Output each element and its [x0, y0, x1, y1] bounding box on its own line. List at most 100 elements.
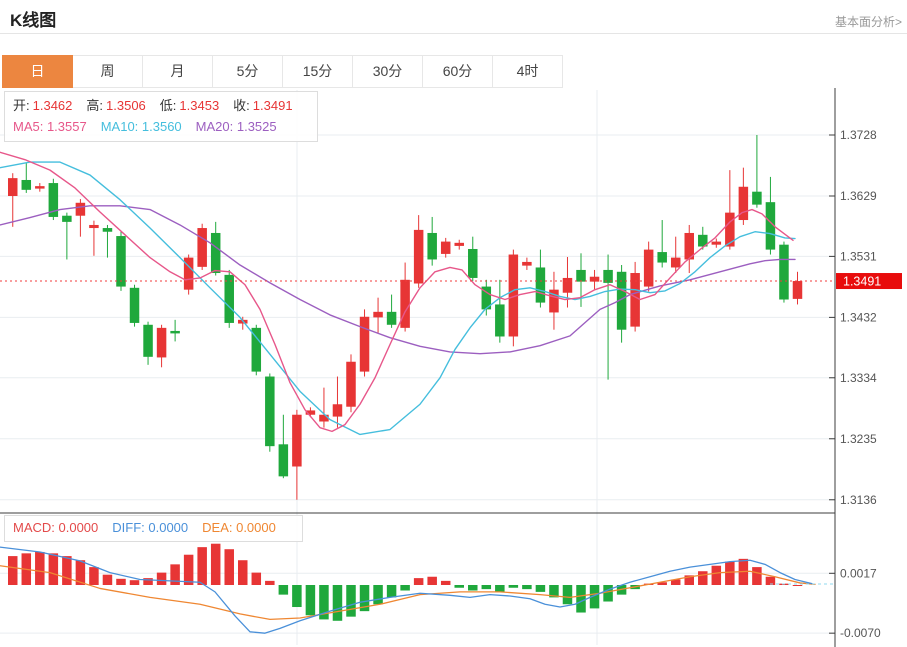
tab-4时[interactable]: 4时: [493, 55, 563, 88]
ma-legend-item: MA20: 1.3525: [195, 119, 277, 134]
candle: [305, 410, 316, 415]
macd-bar: [508, 585, 519, 588]
macd-bar: [48, 553, 59, 585]
macd-legend-item: DEA: 0.0000: [202, 520, 276, 535]
tab-5分[interactable]: 5分: [213, 55, 283, 88]
price-legend-box: 开: 1.3462 高: 1.3506 低: 1.3453 收: 1.3491 MA5: 1.…: [4, 91, 318, 142]
macd-bar: [35, 551, 45, 585]
macd-bar: [752, 567, 762, 585]
tab-周[interactable]: 周: [73, 55, 143, 88]
macd-bar: [576, 585, 586, 613]
macd-bar: [292, 585, 302, 608]
macd-bar: [386, 585, 397, 598]
candle: [8, 178, 18, 196]
macd-bar: [589, 585, 600, 609]
ma-legend-item: MA10: 1.3560: [100, 119, 182, 134]
macd-bar: [129, 580, 140, 585]
macd-bar: [603, 585, 613, 602]
axis-label: 1.3728: [840, 128, 877, 142]
candle: [779, 244, 789, 300]
current-price-tag-bg: [836, 273, 902, 290]
tab-60分[interactable]: 60分: [423, 55, 493, 88]
candle: [427, 232, 437, 260]
candle: [576, 269, 586, 282]
macd-bar: [562, 585, 573, 605]
macd-bar: [238, 560, 248, 585]
candle: [75, 202, 86, 216]
ma5-line: [0, 151, 794, 433]
macd-bar: [116, 578, 126, 585]
axis-label: 1.3531: [840, 249, 877, 263]
candle: [143, 324, 153, 357]
tab-30分[interactable]: 30分: [353, 55, 423, 88]
candle: [21, 179, 32, 190]
tab-日[interactable]: 日: [2, 55, 73, 88]
macd-legend-item: DIFF: 0.0000: [112, 520, 189, 535]
candle: [129, 287, 140, 323]
axis-label: 1.3136: [840, 493, 877, 507]
timeframe-tabs: 日周月 5分 15分 30分 60分 4时: [2, 55, 563, 88]
macd-bar: [89, 567, 99, 585]
macd-bar: [62, 556, 72, 585]
candle: [495, 304, 505, 337]
macd-bar: [698, 571, 708, 585]
candle: [589, 276, 600, 282]
header-bar: K线图 基本面分析>: [0, 0, 907, 34]
candle: [792, 281, 803, 299]
macd-bar: [535, 585, 546, 592]
candle: [251, 327, 262, 372]
tab-15分[interactable]: 15分: [283, 55, 353, 88]
macd-bar: [522, 585, 532, 590]
candle: [346, 361, 356, 407]
candle: [224, 274, 234, 323]
candle: [711, 241, 722, 245]
macd-bar: [657, 582, 667, 585]
macd-bar: [413, 578, 424, 585]
candle: [752, 191, 762, 205]
ohlc-value: 1.3462: [32, 98, 73, 113]
candle: [210, 232, 221, 274]
candle: [332, 404, 343, 417]
candle: [603, 269, 613, 283]
macd-legend-item: MACD: 0.0000: [13, 520, 99, 535]
candle: [630, 273, 640, 327]
current-price-tag-text: 1.3491: [843, 275, 881, 289]
candle: [535, 267, 546, 303]
candle: [197, 228, 207, 267]
candle: [170, 330, 180, 334]
fundamental-analysis-link[interactable]: 基本面分析>: [834, 15, 902, 29]
candle: [454, 242, 464, 246]
candle: [481, 286, 492, 310]
candle: [48, 183, 59, 217]
candle: [116, 236, 126, 287]
macd-bar: [183, 554, 194, 585]
ohlc-value: 1.3506: [106, 98, 146, 113]
macd-bar: [143, 578, 153, 585]
candle: [684, 232, 694, 260]
macd-bar: [251, 572, 262, 585]
axis-label: 1.3235: [840, 432, 877, 446]
ohlc-legend-row: 开: 1.3462 高: 1.3506 低: 1.3453 收: 1.3491: [13, 95, 307, 116]
ma-legend-row: MA5: 1.3557 MA10: 1.3560 MA20: 1.3525: [13, 116, 307, 137]
candle: [102, 228, 113, 232]
candle: [62, 215, 72, 222]
macd-bar: [400, 585, 410, 591]
candle: [657, 252, 667, 263]
ohlc-value: 1.3491: [252, 98, 293, 113]
dea-line: [0, 565, 816, 621]
macd-bar: [8, 556, 18, 585]
macd-bar: [711, 565, 722, 585]
macd-bar: [440, 580, 451, 585]
ma-legend-item: MA5: 1.3557: [13, 119, 87, 134]
macd-bar: [684, 575, 694, 585]
candle: [440, 241, 451, 254]
candle: [265, 376, 275, 447]
macd-legend-box: MACD: 0.0000 DIFF: 0.0000 DEA: 0.0000: [4, 515, 303, 542]
tab-月[interactable]: 月: [143, 55, 213, 88]
macd-bar: [278, 585, 289, 595]
candle: [725, 212, 735, 247]
macd-bar: [332, 585, 343, 621]
macd-bar: [765, 576, 776, 585]
